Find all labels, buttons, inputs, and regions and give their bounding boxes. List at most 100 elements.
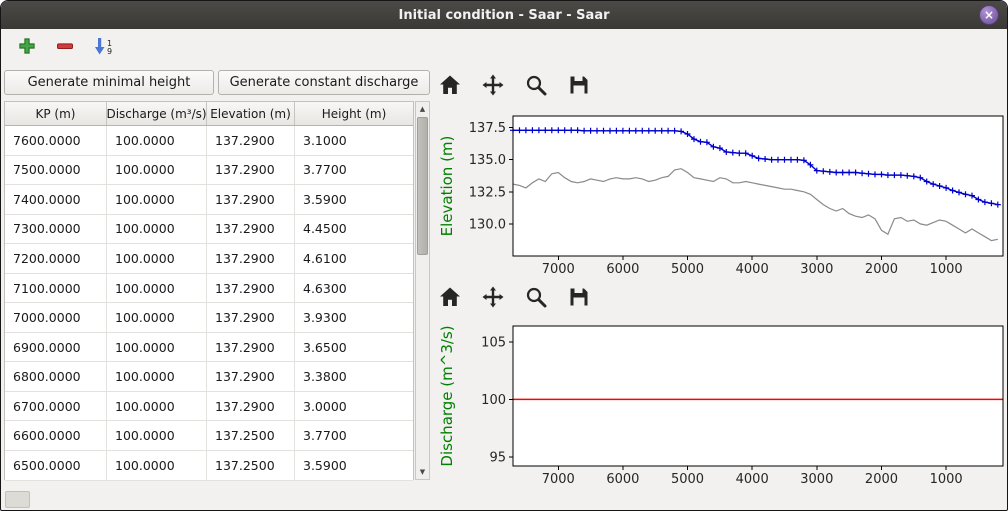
table-cell[interactable]: 7600.0000: [5, 126, 107, 155]
table-cell[interactable]: 6700.0000: [5, 392, 107, 421]
table-cell[interactable]: 3.1000: [295, 126, 413, 155]
table-cell[interactable]: 4.6100: [295, 244, 413, 273]
discharge-plot[interactable]: 700060005000400030002000100095100105Disc…: [435, 317, 1005, 491]
table-cell[interactable]: 100.0000: [107, 274, 207, 303]
zoom-icon: [524, 285, 548, 313]
svg-text:100: 100: [481, 393, 506, 408]
scroll-down-icon[interactable]: ▼: [416, 465, 429, 479]
sort-arrow-icon: [94, 36, 106, 60]
table-cell[interactable]: 7400.0000: [5, 185, 107, 214]
table-cell[interactable]: 137.2500: [207, 451, 295, 480]
save-button[interactable]: [566, 286, 592, 312]
table-cell[interactable]: 3.5900: [295, 185, 413, 214]
table-row[interactable]: 6800.0000100.0000137.29003.3800: [5, 362, 413, 392]
table-header: KP (m)Discharge (m³/s)Elevation (m)Heigh…: [5, 102, 413, 126]
table-cell[interactable]: 100.0000: [107, 392, 207, 421]
table-cell[interactable]: 100.0000: [107, 126, 207, 155]
pan-button[interactable]: [480, 74, 506, 100]
table-body: 7600.0000100.0000137.29003.10007500.0000…: [5, 126, 413, 481]
sort-numeric-button[interactable]: 1 9: [91, 36, 115, 60]
table-cell[interactable]: 6800.0000: [5, 362, 107, 391]
table-row[interactable]: 7200.0000100.0000137.29004.6100: [5, 244, 413, 274]
table-cell[interactable]: 137.2900: [207, 392, 295, 421]
home-icon: [438, 285, 462, 313]
table-row[interactable]: 7000.0000100.0000137.29003.9300: [5, 303, 413, 333]
table-cell[interactable]: 137.2900: [207, 362, 295, 391]
table-cell[interactable]: 100.0000: [107, 185, 207, 214]
close-button[interactable]: ×: [979, 5, 999, 25]
table-cell[interactable]: 7500.0000: [5, 156, 107, 185]
table-cell[interactable]: 6500.0000: [5, 451, 107, 480]
table-cell[interactable]: 100.0000: [107, 333, 207, 362]
generate-minimal-height-button[interactable]: Generate minimal height: [4, 70, 214, 95]
table-cell[interactable]: 100.0000: [107, 215, 207, 244]
table-cell[interactable]: 3.6500: [295, 333, 413, 362]
zoom-button[interactable]: [523, 286, 549, 312]
table-cell[interactable]: 3.5900: [295, 451, 413, 480]
table-cell[interactable]: 137.2900: [207, 244, 295, 273]
table-row[interactable]: 7500.0000100.0000137.29003.7700: [5, 156, 413, 186]
table-cell[interactable]: 3.3800: [295, 362, 413, 391]
table-cell[interactable]: 100.0000: [107, 244, 207, 273]
scroll-up-icon[interactable]: ▲: [416, 102, 429, 116]
table-cell[interactable]: 3.7700: [295, 156, 413, 185]
svg-text:5000: 5000: [671, 472, 704, 487]
table-row[interactable]: 7400.0000100.0000137.29003.5900: [5, 185, 413, 215]
remove-row-button[interactable]: [53, 36, 77, 60]
table-cell[interactable]: 100.0000: [107, 451, 207, 480]
table-cell[interactable]: 137.2900: [207, 126, 295, 155]
table-cell[interactable]: 137.2900: [207, 215, 295, 244]
pan-button[interactable]: [480, 286, 506, 312]
home-button[interactable]: [437, 74, 463, 100]
table-cell[interactable]: 6900.0000: [5, 333, 107, 362]
table-cell[interactable]: 100.0000: [107, 421, 207, 450]
elevation-plot[interactable]: 7000600050004000300020001000130.0132.513…: [435, 107, 1005, 281]
remove-icon: [55, 36, 75, 60]
table-cell[interactable]: 6600.0000: [5, 421, 107, 450]
home-button[interactable]: [437, 286, 463, 312]
table-cell[interactable]: 137.2900: [207, 185, 295, 214]
svg-text:3000: 3000: [800, 262, 833, 277]
save-button[interactable]: [566, 74, 592, 100]
table-cell[interactable]: 100.0000: [107, 303, 207, 332]
column-header-3[interactable]: Height (m): [295, 102, 413, 125]
column-header-1[interactable]: Discharge (m³/s): [107, 102, 207, 125]
table-row[interactable]: 6700.0000100.0000137.29003.0000: [5, 392, 413, 422]
table-cell[interactable]: 100.0000: [107, 156, 207, 185]
table-cell[interactable]: 137.2500: [207, 421, 295, 450]
table-cell[interactable]: 7200.0000: [5, 244, 107, 273]
sort-numbers: 1 9: [107, 40, 112, 56]
table-cell[interactable]: 137.2900: [207, 303, 295, 332]
table-cell[interactable]: 3.9300: [295, 303, 413, 332]
home-icon: [438, 73, 462, 101]
table-row[interactable]: 7300.0000100.0000137.29004.4500: [5, 215, 413, 245]
svg-text:2000: 2000: [865, 472, 898, 487]
table-cell[interactable]: 137.2900: [207, 156, 295, 185]
table-row[interactable]: 6600.0000100.0000137.25003.7700: [5, 421, 413, 451]
svg-text:132.5: 132.5: [469, 185, 506, 200]
table-row[interactable]: 6500.0000100.0000137.25003.5900: [5, 451, 413, 481]
table-row[interactable]: 7600.0000100.0000137.29003.1000: [5, 126, 413, 156]
table-cell[interactable]: 4.4500: [295, 215, 413, 244]
table-cell[interactable]: 100.0000: [107, 362, 207, 391]
table-row[interactable]: 7100.0000100.0000137.29004.6300: [5, 274, 413, 304]
table-cell[interactable]: 137.2900: [207, 274, 295, 303]
table-scrollbar[interactable]: ▲ ▼: [415, 101, 430, 480]
save-icon: [567, 285, 591, 313]
column-header-0[interactable]: KP (m): [5, 102, 107, 125]
zoom-button[interactable]: [523, 74, 549, 100]
table-cell[interactable]: 7300.0000: [5, 215, 107, 244]
table-cell[interactable]: 137.2900: [207, 333, 295, 362]
svg-text:7000: 7000: [542, 472, 575, 487]
scrollbar-thumb[interactable]: [417, 117, 428, 255]
column-header-2[interactable]: Elevation (m): [207, 102, 295, 125]
table-cell[interactable]: 4.6300: [295, 274, 413, 303]
table-cell[interactable]: 3.7700: [295, 421, 413, 450]
table-row[interactable]: 6900.0000100.0000137.29003.6500: [5, 333, 413, 363]
table-cell[interactable]: 3.0000: [295, 392, 413, 421]
table-cell[interactable]: 7100.0000: [5, 274, 107, 303]
titlebar[interactable]: Initial condition - Saar - Saar ×: [1, 1, 1007, 29]
generate-constant-discharge-button[interactable]: Generate constant discharge: [218, 70, 430, 95]
add-row-button[interactable]: [15, 36, 39, 60]
table-cell[interactable]: 7000.0000: [5, 303, 107, 332]
